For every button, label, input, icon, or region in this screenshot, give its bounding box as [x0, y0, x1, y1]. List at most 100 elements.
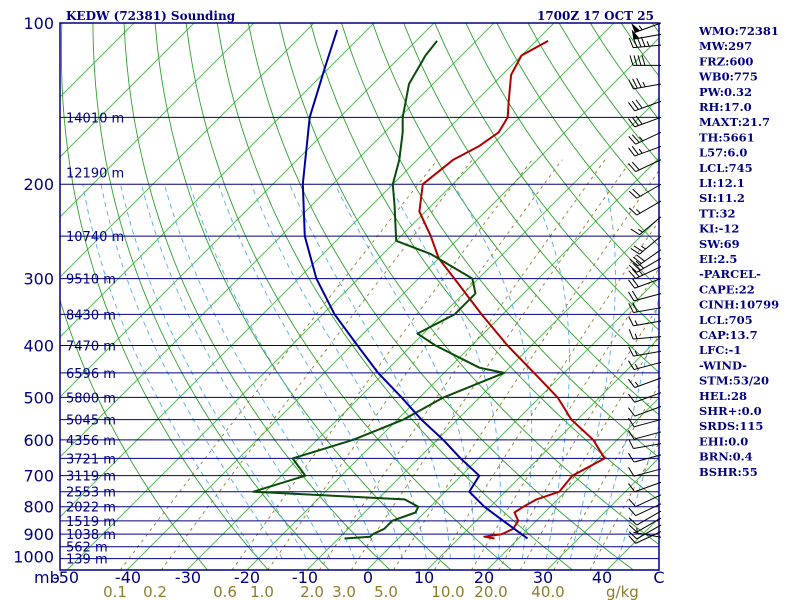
wind-barb	[628, 510, 662, 526]
dry-adiabat-line	[216, 23, 573, 570]
wind-barb	[628, 257, 662, 273]
wind-barb-flag	[631, 23, 641, 33]
wind-barb-feather	[631, 161, 640, 171]
dry-adiabat-line	[92, 23, 330, 570]
height-labels: 14010 m 12190 m 10740 m 9510 m 8430 m 7470 m 6…	[66, 111, 124, 567]
dry-adiabat-line	[465, 23, 659, 289]
wind-barb-half-feather	[634, 320, 638, 326]
index-entry: LI:12.1	[699, 176, 745, 190]
dry-adiabat-line	[60, 298, 208, 570]
temperature-axis: -50 -40 -30 -20 -10 0 10 20 30 40 C	[53, 568, 665, 587]
dry-adiabat-line	[310, 23, 659, 502]
mixing-ratio-line	[471, 267, 659, 570]
height-label: 3721 m	[66, 452, 116, 467]
wind-barb-feather	[628, 531, 638, 540]
mixing-ratio-tick-label: 10.0	[431, 583, 464, 600]
wind-barb-feather	[632, 78, 638, 89]
wind-barb-staff	[633, 350, 662, 357]
pressure-tick-label: 300	[23, 270, 54, 289]
wind-barb-staff	[634, 100, 662, 112]
wind-barb-half-feather	[638, 148, 643, 154]
height-label: 6596 m	[66, 367, 116, 382]
temperature-tick-label: 40	[592, 568, 612, 587]
dry-adiabat-line	[372, 23, 659, 416]
index-entry: BSHR:55	[699, 465, 758, 479]
wind-barb	[628, 316, 662, 327]
parcel-line	[301, 29, 529, 540]
wind-barb-feather	[635, 99, 643, 109]
wind-barb-feather	[628, 430, 635, 440]
wind-barb-feather	[628, 483, 636, 493]
wind-barb	[628, 430, 662, 440]
index-entry: WMO:72381	[698, 24, 779, 38]
height-label: 2022 m	[66, 501, 116, 516]
wind-barb	[628, 183, 662, 199]
wind-barb-staff	[633, 468, 662, 477]
wind-barb-staff	[636, 257, 662, 273]
wind-barb-feather	[630, 228, 640, 236]
wind-barb	[628, 266, 662, 279]
wind-barb-staff	[633, 293, 662, 302]
moist-adiabat-line	[334, 184, 475, 559]
wind-barb	[628, 159, 662, 173]
pressure-tick-label: 400	[23, 336, 54, 355]
wind-barb	[628, 438, 662, 450]
wind-barb	[628, 452, 662, 463]
wind-barb-feather	[635, 260, 645, 269]
wind-barb-feather	[628, 417, 635, 428]
wind-barb	[629, 55, 661, 66]
wind-barb	[628, 503, 662, 517]
wind-barb-feather	[636, 254, 645, 262]
temperature-tick-label: 10	[414, 568, 434, 587]
height-label: 3119 m	[66, 470, 116, 485]
wind-barb-half-feather	[646, 41, 650, 47]
mixing-ratio-tick-label: 0.6	[213, 583, 237, 600]
wind-barb-feather	[631, 134, 640, 143]
dry-adiabat-line	[123, 23, 391, 570]
wind-barb-feather	[628, 190, 638, 199]
index-entry: RH:17.0	[699, 100, 752, 114]
wind-barb-feather	[628, 407, 636, 417]
pressure-tick-label: 900	[23, 525, 54, 544]
wind-barb-staff	[636, 517, 662, 533]
wind-barb-half-feather	[642, 81, 646, 88]
wind-barb-staff	[634, 481, 662, 493]
wind-barb-feather	[631, 145, 639, 155]
wind-barb-staff	[633, 361, 662, 371]
wind-barb	[630, 216, 662, 236]
wind-barb-feather	[628, 264, 638, 273]
wind-barb-feather	[632, 262, 641, 271]
wind-barb-staff	[636, 524, 662, 540]
index-entry: CAPE:22	[699, 282, 755, 296]
wind-barb-feather	[628, 37, 634, 48]
dry-adiabat-line	[60, 23, 269, 570]
wind-barb-feather	[633, 245, 643, 253]
temperature-tick-label: -40	[115, 568, 141, 587]
isotherm-line	[60, 23, 375, 338]
isotherm-line	[60, 23, 555, 518]
moist-adiabat-line	[289, 184, 451, 559]
index-entry: SHR+:0.0	[699, 404, 762, 418]
pressure-unit-label: mb	[34, 568, 60, 587]
wind-barb-feather	[632, 188, 641, 197]
wind-barb	[628, 360, 662, 371]
index-entry: SRDS:115	[699, 419, 763, 433]
mixing-ratio-tick-label: 40.0	[531, 583, 564, 600]
wind-barb-staff	[639, 216, 662, 236]
wind-barb-feather	[628, 517, 638, 526]
pressure-tick-label: 1000	[13, 548, 54, 567]
wind-barb-staff	[635, 531, 662, 544]
index-entry: EI:2.5	[699, 252, 737, 266]
height-label: 8430 m	[66, 308, 116, 323]
isotherm-line	[126, 37, 659, 570]
mixing-ratio-tick-label: 0.1	[103, 583, 127, 600]
mixing-ratio-line	[434, 219, 659, 570]
temperature-tick-label: 30	[533, 568, 553, 587]
height-label: 7470 m	[66, 339, 116, 354]
index-entry: MAXT:21.7	[699, 115, 770, 129]
index-entry: -WIND-	[699, 358, 747, 372]
temperature-tick-label: -10	[292, 568, 318, 587]
pressure-tick-label: 700	[23, 467, 54, 486]
pressure-tick-label: 200	[23, 175, 54, 194]
isotherm-line	[246, 157, 659, 570]
